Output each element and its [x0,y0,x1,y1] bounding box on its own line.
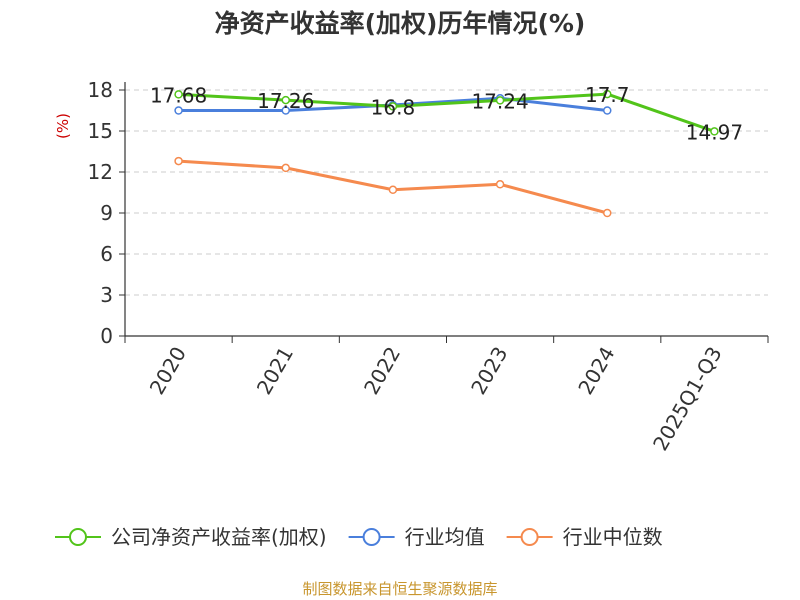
legend-marker-1 [362,528,381,546]
x-tick-label: 2021 [252,343,298,399]
x-tick-label: 2020 [145,343,191,399]
data-label: 17.68 [150,83,207,107]
data-point [281,95,290,105]
legend-label-0: 公司净资产收益率(加权) [111,525,327,549]
data-label: 17.26 [257,89,314,113]
data-label: 16.8 [371,95,416,119]
x-tick-label: 2023 [466,343,512,399]
x-tick-label: 2025Q1-Q3 [648,343,727,455]
chart-title: 净资产收益率(加权)历年情况(%) [215,9,586,38]
y-tick-label: 3 [100,283,113,307]
data-point [174,156,183,166]
y-tick-label: 18 [88,78,113,102]
y-tick-label: 12 [88,160,113,184]
legend-marker-0 [69,528,87,546]
data-point [174,90,183,99]
data-point [174,106,183,115]
series-lines [174,89,719,218]
series-line-0 [178,92,715,133]
grid-lines [125,89,768,296]
data-point [603,89,612,99]
y-axis-label: (%) [54,113,72,139]
legend-marker-2 [520,528,539,546]
y-tick-label: 9 [100,201,113,225]
data-label: 17.24 [471,89,528,113]
data-point [281,106,290,115]
y-tick-label: 6 [100,242,113,266]
data-point [388,185,398,195]
data-labels: 17.68 17.26 16.8 17.24 17.7 14.97 [150,83,743,144]
x-tick-label: 2024 [573,343,619,399]
axes: 0 3 6 9 12 15 18 2020 2021 2022 2023 2024 2025Q1-Q3 [88,78,769,455]
data-label: 14.97 [686,120,743,144]
data-source-note: 制图数据来自恒生聚源数据库 [302,580,497,598]
data-point [603,106,612,115]
data-label: 17.7 [585,83,630,107]
data-point [495,96,505,105]
data-point [603,208,612,218]
legend-label-1: 行业均值 [405,525,485,549]
data-point [495,180,505,189]
legend: 公司净资产收益率(加权) 行业均值 行业中位数 [55,525,663,549]
data-point [388,102,398,111]
x-tick-label: 2022 [359,343,405,399]
legend-label-2: 行业中位数 [563,525,663,549]
y-tick-label: 15 [88,119,113,143]
data-point [281,163,290,173]
data-point [710,127,719,136]
y-tick-label: 0 [100,324,113,348]
